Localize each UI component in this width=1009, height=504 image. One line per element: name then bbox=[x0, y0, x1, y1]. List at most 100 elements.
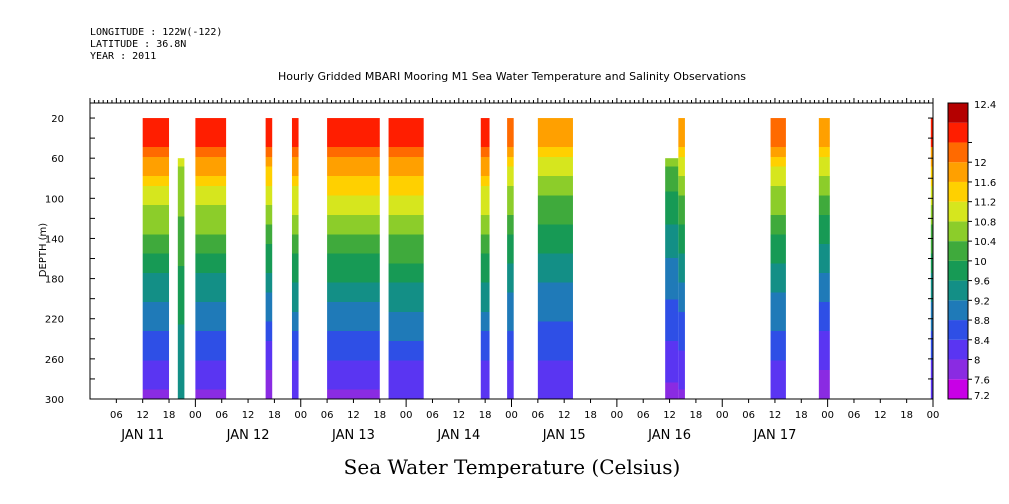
data-segment bbox=[537, 118, 573, 400]
x-tick-label: 18 bbox=[690, 410, 703, 421]
colorbar-label: 11.6 bbox=[974, 178, 996, 189]
x-tick-label: 18 bbox=[163, 410, 176, 421]
x-tick-label: 12 bbox=[452, 410, 465, 421]
colorbar-label: 10.8 bbox=[974, 217, 996, 228]
colorbar-legend: 7.2 7.6 8 8.4 8.8 9.2 9.6 10 10.4 10.8 11.2 11.6 12 1… bbox=[947, 100, 996, 402]
y-tick-label: 180 bbox=[45, 275, 64, 286]
x-tick-label: 00 bbox=[294, 410, 307, 421]
x-tick-label: 06 bbox=[426, 410, 439, 421]
colorbar-swatch bbox=[948, 379, 968, 399]
colorbar-label: 8 bbox=[974, 356, 980, 367]
data-segment bbox=[678, 118, 685, 400]
data-segment bbox=[480, 118, 490, 400]
colorbar-label: 10 bbox=[974, 257, 987, 268]
data-segment bbox=[291, 118, 299, 400]
colorbar-label: 7.6 bbox=[974, 375, 990, 386]
colorbar-swatch bbox=[948, 181, 968, 202]
y-tick-label: 220 bbox=[45, 315, 64, 326]
data-segment bbox=[818, 118, 830, 400]
data-segment bbox=[195, 118, 227, 400]
colorbar-label: 11.2 bbox=[974, 198, 996, 209]
data-segment bbox=[388, 118, 424, 400]
x-tick-label: 06 bbox=[531, 410, 544, 421]
x-tick-label: 00 bbox=[400, 410, 413, 421]
x-tick-label: 06 bbox=[110, 410, 123, 421]
day-label: JAN 17 bbox=[752, 428, 796, 443]
data-segment bbox=[665, 158, 679, 399]
latitude-label: LATITUDE : 36.8N bbox=[90, 39, 186, 50]
colorbar-swatch bbox=[948, 162, 968, 182]
colorbar-label: 7.2 bbox=[974, 391, 990, 402]
colorbar-swatch bbox=[948, 280, 968, 301]
x-tick-label: 18 bbox=[479, 410, 492, 421]
colorbar-label: 8.4 bbox=[974, 336, 990, 347]
x-tick-label: 00 bbox=[821, 410, 834, 421]
x-tick-label: 06 bbox=[321, 410, 334, 421]
x-axis-label: Sea Water Temperature (Celsius) bbox=[344, 455, 681, 479]
x-tick-label: 18 bbox=[795, 410, 808, 421]
x-tick-label: 06 bbox=[215, 410, 228, 421]
y-axis: 20 60 100 140 180 220 260 300 bbox=[45, 114, 933, 406]
y-tick-label: 60 bbox=[51, 154, 64, 165]
x-tick-label: 12 bbox=[874, 410, 887, 421]
x-tick-label: 18 bbox=[373, 410, 386, 421]
day-label: JAN 13 bbox=[331, 428, 375, 443]
data-segment bbox=[507, 118, 514, 400]
header-info: LONGITUDE : 122W(-122) LATITUDE : 36.8N … bbox=[90, 27, 222, 62]
x-tick-label: 12 bbox=[347, 410, 360, 421]
data-segment bbox=[142, 118, 170, 400]
colorbar-swatch bbox=[948, 221, 968, 242]
x-tick-label: 12 bbox=[558, 410, 571, 421]
y-tick-label: 140 bbox=[45, 234, 64, 245]
x-tick-label: 12 bbox=[242, 410, 255, 421]
colorbar-swatch bbox=[948, 241, 968, 261]
y-axis-label: DEPTH (m) bbox=[38, 223, 49, 277]
day-label: JAN 12 bbox=[226, 428, 270, 443]
x-tick-label: 00 bbox=[927, 410, 940, 421]
x-tick-label: 00 bbox=[716, 410, 729, 421]
x-tick-label: 06 bbox=[637, 410, 650, 421]
year-label: YEAR : 2011 bbox=[90, 51, 156, 62]
day-label: JAN 16 bbox=[647, 428, 691, 443]
chart-title: Hourly Gridded MBARI Mooring M1 Sea Wate… bbox=[278, 70, 746, 83]
x-tick-label: 06 bbox=[848, 410, 861, 421]
data-segment bbox=[265, 118, 273, 400]
x-tick-label: 00 bbox=[505, 410, 518, 421]
y-tick-label: 260 bbox=[45, 355, 64, 366]
colorbar-label: 10.4 bbox=[974, 237, 996, 248]
day-label: JAN 11 bbox=[120, 428, 164, 443]
colorbar-label: 9.2 bbox=[974, 296, 990, 307]
colorbar-label: 8.8 bbox=[974, 316, 990, 327]
colorbar-label: 9.6 bbox=[974, 277, 990, 288]
colorbar-swatch bbox=[948, 260, 968, 281]
x-tick-label: 12 bbox=[136, 410, 149, 421]
colorbar-swatch bbox=[948, 300, 968, 321]
colorbar-swatch bbox=[948, 359, 968, 380]
colorbar-swatch bbox=[948, 122, 968, 143]
colorbar-frame bbox=[947, 102, 969, 400]
x-tick-label: 06 bbox=[742, 410, 755, 421]
x-tick-label: 18 bbox=[584, 410, 597, 421]
x-tick-label: 12 bbox=[663, 410, 676, 421]
day-label: JAN 14 bbox=[436, 428, 480, 443]
data-segment bbox=[770, 118, 786, 400]
y-tick-label: 20 bbox=[51, 114, 64, 125]
x-tick-label: 00 bbox=[611, 410, 624, 421]
day-label: JAN 15 bbox=[542, 428, 586, 443]
x-axis: 06 12 18 00 06 12 18 00 06 12 18 00 06 12 18 00 06 12 18 00… bbox=[89, 98, 940, 443]
longitude-label: LONGITUDE : 122W(-122) bbox=[90, 27, 222, 38]
colorbar-swatch bbox=[948, 142, 968, 163]
colorbar-swatch bbox=[948, 103, 968, 123]
y-tick-label: 100 bbox=[45, 194, 64, 205]
x-tick-label: 18 bbox=[900, 410, 913, 421]
colorbar-swatch bbox=[948, 339, 968, 360]
x-tick-label: 12 bbox=[769, 410, 782, 421]
colorbar-label: 12 bbox=[974, 158, 987, 169]
x-tick-label: 00 bbox=[189, 410, 202, 421]
data-segment bbox=[177, 158, 185, 399]
colorbar-swatch bbox=[948, 320, 968, 340]
y-tick-label: 300 bbox=[45, 395, 64, 406]
data-segment bbox=[327, 118, 380, 400]
x-tick-label: 18 bbox=[268, 410, 281, 421]
